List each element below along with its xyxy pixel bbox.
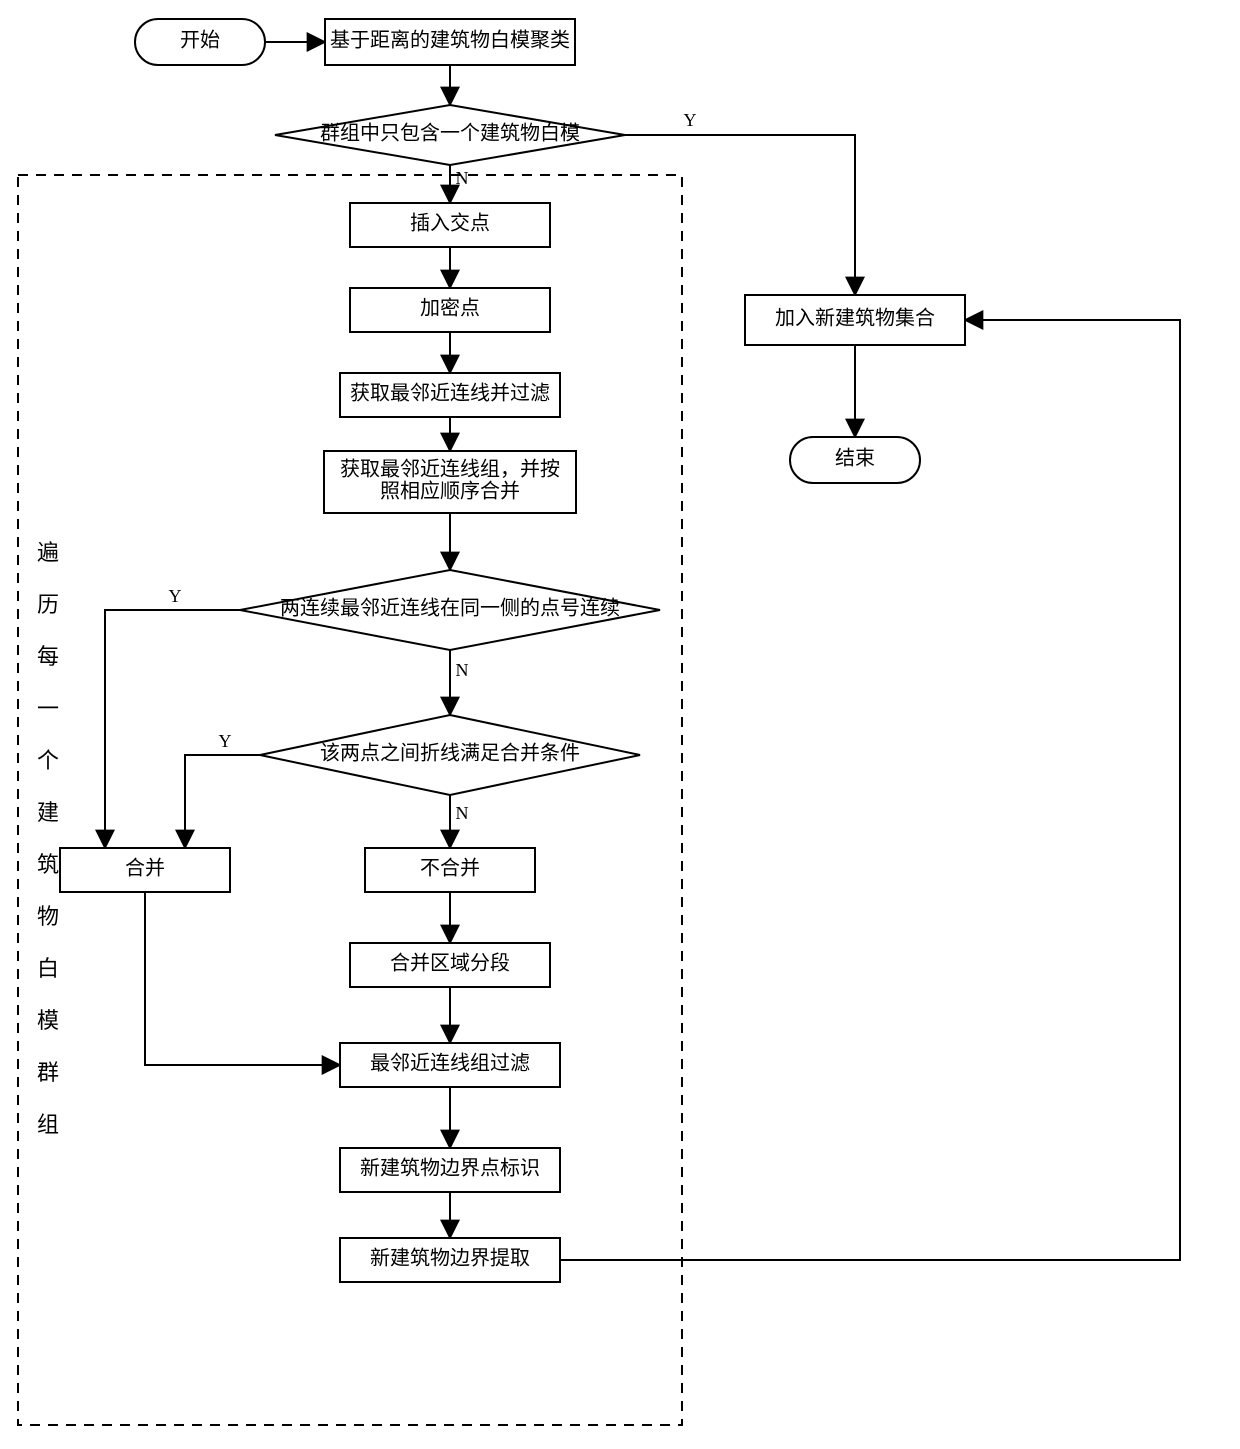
node-filter-label: 最邻近连线组过滤 <box>370 1052 530 1075</box>
node-start-label: 开始 <box>180 29 220 52</box>
node-insert-label: 插入交点 <box>410 212 490 235</box>
node-getgrp-label: 照相应顺序合并 <box>380 480 520 503</box>
node-insert: 插入交点 <box>350 203 550 247</box>
loop-frame-label: 群 <box>37 1060 59 1085</box>
loop-frame-label: 模 <box>37 1008 59 1033</box>
node-mark-label: 新建筑物边界点标识 <box>360 1157 540 1180</box>
edge-label-d_cont-d_cond: N <box>456 660 469 680</box>
loop-frame-label: 遍 <box>37 540 59 565</box>
node-densify: 加密点 <box>350 288 550 332</box>
loop-frame-label: 每 <box>37 644 59 669</box>
edge-d_single-addset <box>625 135 855 295</box>
node-addset: 加入新建筑物集合 <box>745 295 965 345</box>
node-end-label: 结束 <box>835 447 875 470</box>
node-d_cont-label: 两连续最邻近连线在同一侧的点号连续 <box>280 597 620 620</box>
node-getnn: 获取最邻近连线并过滤 <box>340 373 560 417</box>
loop-frame-label: 白 <box>37 956 59 981</box>
node-d_cond-label: 该两点之间折线满足合并条件 <box>320 742 580 765</box>
node-d_cond: 该两点之间折线满足合并条件 <box>260 715 640 795</box>
node-end: 结束 <box>790 437 920 483</box>
node-merge-label: 合并 <box>125 857 165 880</box>
edge-d_cont-merge_l1 <box>105 610 240 848</box>
node-d_single-label: 群组中只包含一个建筑物白模 <box>320 122 580 145</box>
node-getgrp: 获取最邻近连线组，并按照相应顺序合并 <box>324 451 576 513</box>
node-extract-label: 新建筑物边界提取 <box>370 1247 530 1270</box>
node-segment-label: 合并区域分段 <box>390 952 510 975</box>
edge-label-d_cond-merge_l2: Y <box>219 731 232 751</box>
loop-frame-label: 一 <box>37 696 59 721</box>
edge-label-d_single-addset: Y <box>684 110 697 130</box>
loop-frame-label: 建 <box>37 800 59 825</box>
node-filter: 最邻近连线组过滤 <box>340 1043 560 1087</box>
node-mark: 新建筑物边界点标识 <box>340 1148 560 1192</box>
node-d_cont: 两连续最邻近连线在同一侧的点号连续 <box>240 570 660 650</box>
loop-frame-label: 个 <box>37 748 59 773</box>
node-start: 开始 <box>135 19 265 65</box>
node-addset-label: 加入新建筑物集合 <box>775 307 935 330</box>
loop-frame-label: 筑 <box>37 852 59 877</box>
node-merge: 合并 <box>60 848 230 892</box>
loop-frame-label: 历 <box>37 592 59 617</box>
edge-d_cond-merge_l2 <box>185 755 260 848</box>
node-getgrp-label: 获取最邻近连线组，并按 <box>340 458 560 481</box>
node-densify-label: 加密点 <box>420 297 480 320</box>
edge-label-d_cont-merge_l1: Y <box>169 586 182 606</box>
node-d_single: 群组中只包含一个建筑物白模 <box>275 105 625 165</box>
node-cluster-label: 基于距离的建筑物白模聚类 <box>330 29 570 52</box>
loop-frame-label: 组 <box>37 1112 59 1137</box>
node-nomerge: 不合并 <box>365 848 535 892</box>
node-getnn-label: 获取最邻近连线并过滤 <box>350 382 550 405</box>
loop-frame-label: 物 <box>37 904 59 929</box>
edge-label-d_single-insert: N <box>456 168 469 188</box>
edge-label-d_cond-nomerge: N <box>456 803 469 823</box>
node-segment: 合并区域分段 <box>350 943 550 987</box>
node-cluster: 基于距离的建筑物白模聚类 <box>325 19 575 65</box>
edge-merge-filter <box>145 892 340 1065</box>
node-nomerge-label: 不合并 <box>420 857 480 880</box>
node-extract: 新建筑物边界提取 <box>340 1238 560 1282</box>
